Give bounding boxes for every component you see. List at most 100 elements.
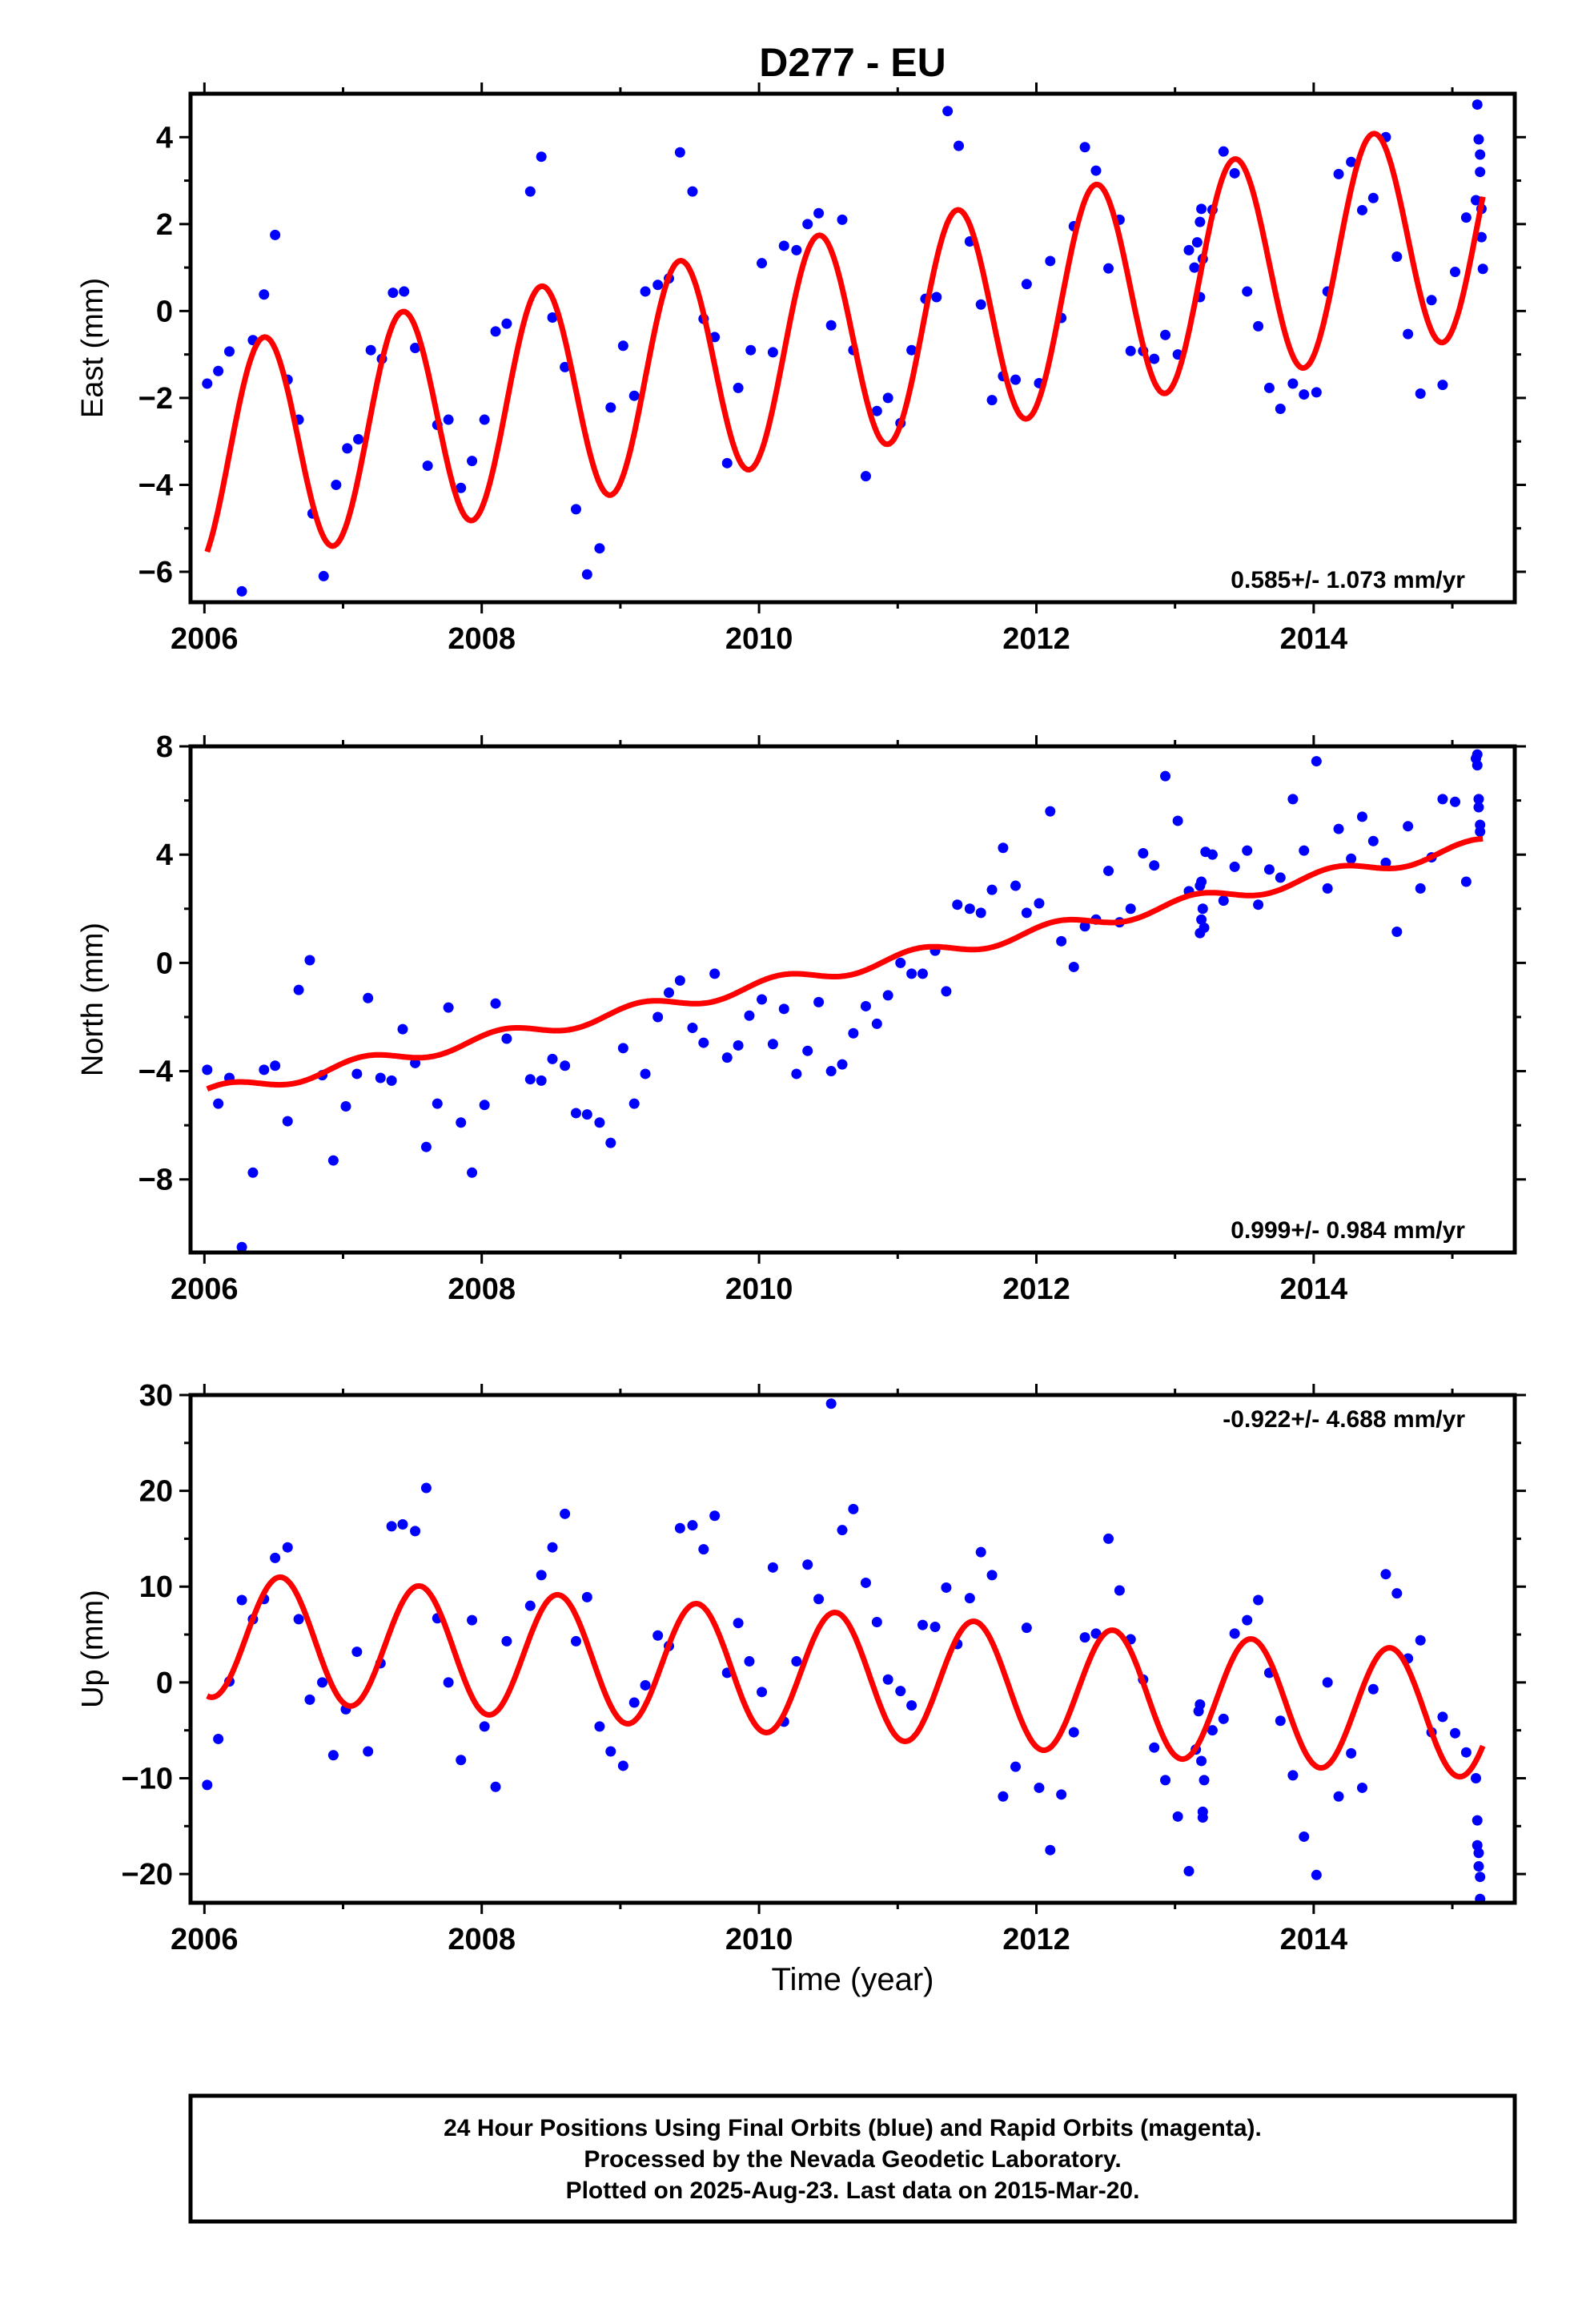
up-data-point bbox=[363, 1746, 374, 1757]
east-data-point bbox=[490, 326, 501, 337]
up-y-tick-label: −10 bbox=[122, 1762, 173, 1795]
north-data-point bbox=[813, 996, 825, 1007]
east-data-point bbox=[501, 318, 512, 329]
east-data-point bbox=[1450, 267, 1461, 278]
east-data-point bbox=[1475, 149, 1486, 160]
east-data-point bbox=[778, 240, 789, 251]
up-data-point bbox=[825, 1398, 837, 1409]
up-data-point bbox=[1275, 1715, 1286, 1727]
east-data-point bbox=[986, 395, 998, 406]
north-data-point bbox=[1010, 880, 1022, 891]
east-data-point bbox=[617, 340, 628, 352]
up-data-point bbox=[1473, 1848, 1484, 1859]
east-data-point bbox=[953, 140, 964, 151]
north-data-point bbox=[640, 1068, 651, 1080]
up-data-point bbox=[674, 1522, 685, 1534]
up-data-point bbox=[848, 1503, 859, 1514]
panel-up: 2006 2008 2010 2012 2014 −20 −10 0 10 20 30 Up (mm)… bbox=[76, 1379, 1526, 1956]
north-plot-area bbox=[202, 749, 1486, 1252]
north-data-point bbox=[293, 984, 304, 995]
east-data-point bbox=[1191, 237, 1203, 248]
north-data-point bbox=[664, 987, 675, 999]
east-data-point bbox=[1476, 231, 1487, 243]
north-data-point bbox=[1125, 903, 1136, 915]
north-data-point bbox=[340, 1100, 351, 1112]
north-data-point bbox=[490, 998, 501, 1009]
up-y-tick-label: 30 bbox=[139, 1379, 173, 1413]
east-data-point bbox=[745, 344, 757, 356]
north-data-point bbox=[1242, 845, 1253, 856]
up-data-point bbox=[744, 1656, 755, 1667]
north-data-point bbox=[1172, 815, 1183, 826]
up-data-point bbox=[640, 1679, 651, 1691]
up-data-point bbox=[1229, 1628, 1240, 1639]
north-data-point bbox=[282, 1116, 293, 1127]
east-data-point bbox=[628, 390, 640, 401]
east-data-point bbox=[721, 457, 733, 468]
up-data-point bbox=[1437, 1711, 1448, 1723]
east-data-point bbox=[467, 456, 478, 467]
east-data-point bbox=[1218, 146, 1229, 157]
up-data-point bbox=[871, 1617, 882, 1628]
east-data-point bbox=[331, 479, 342, 490]
north-data-point bbox=[848, 1027, 859, 1039]
up-data-point bbox=[1287, 1770, 1299, 1781]
up-frame bbox=[188, 1393, 1517, 1905]
up-data-point bbox=[709, 1510, 721, 1522]
east-data-point bbox=[570, 504, 581, 515]
east-data-point bbox=[318, 570, 329, 581]
up-data-point bbox=[1199, 1775, 1210, 1786]
up-data-point bbox=[1356, 1782, 1367, 1793]
up-data-point bbox=[1472, 1815, 1483, 1826]
north-data-point bbox=[778, 1003, 789, 1015]
up-data-point bbox=[813, 1594, 825, 1605]
north-data-point bbox=[304, 955, 315, 966]
east-data-point bbox=[837, 214, 848, 225]
up-data-point bbox=[1160, 1775, 1171, 1786]
north-x-tick-label: 2012 bbox=[1002, 1273, 1070, 1306]
east-data-point bbox=[259, 289, 270, 300]
up-data-point bbox=[1473, 1861, 1484, 1872]
east-data-point bbox=[1471, 195, 1482, 206]
east-data-point bbox=[456, 482, 467, 493]
east-x-tick-label: 2010 bbox=[725, 622, 793, 656]
up-data-point bbox=[986, 1570, 998, 1581]
up-data-point bbox=[524, 1600, 536, 1611]
up-data-point bbox=[1367, 1683, 1379, 1695]
up-data-point bbox=[1415, 1634, 1426, 1646]
up-data-point bbox=[1299, 1831, 1310, 1842]
up-data-point bbox=[941, 1582, 952, 1593]
east-data-point bbox=[479, 414, 490, 425]
north-data-point bbox=[605, 1137, 616, 1148]
up-data-point bbox=[882, 1674, 893, 1685]
north-data-point bbox=[1103, 865, 1114, 876]
north-data-point bbox=[1299, 845, 1310, 856]
up-data-point bbox=[617, 1760, 628, 1771]
east-x-tick-label: 2014 bbox=[1280, 622, 1348, 656]
up-data-point bbox=[1253, 1594, 1264, 1606]
east-data-point bbox=[1195, 216, 1206, 227]
east-data-point bbox=[1391, 251, 1403, 263]
east-data-point bbox=[860, 471, 871, 482]
east-data-point bbox=[825, 320, 837, 331]
east-data-point bbox=[1021, 279, 1032, 290]
up-data-point bbox=[628, 1697, 640, 1708]
north-data-point bbox=[860, 1000, 871, 1011]
east-data-point bbox=[1125, 345, 1136, 356]
east-data-point bbox=[871, 405, 882, 416]
north-data-point bbox=[501, 1033, 512, 1044]
east-data-point bbox=[560, 361, 571, 372]
east-data-point bbox=[1311, 387, 1322, 398]
east-data-point bbox=[270, 229, 281, 240]
up-data-point bbox=[1103, 1533, 1114, 1544]
north-data-point bbox=[1287, 794, 1299, 805]
up-data-point bbox=[1207, 1725, 1218, 1736]
east-data-point bbox=[365, 344, 376, 356]
north-data-point bbox=[917, 968, 928, 979]
up-data-point bbox=[293, 1614, 304, 1625]
up-data-point bbox=[213, 1733, 224, 1744]
east-data-point bbox=[975, 299, 986, 310]
north-data-point bbox=[1021, 907, 1032, 919]
